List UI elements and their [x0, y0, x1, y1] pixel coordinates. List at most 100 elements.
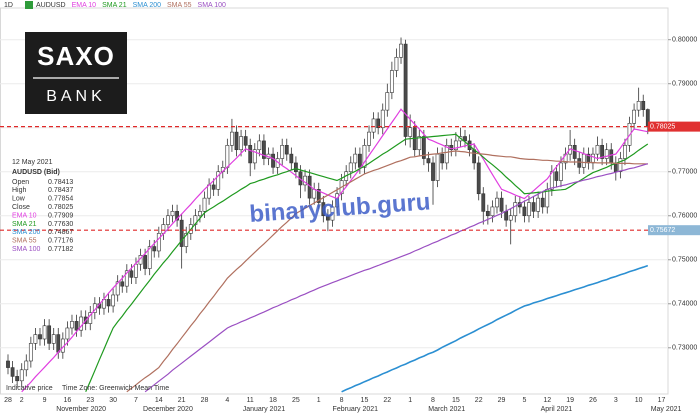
- indicator-name[interactable]: SMA 100: [198, 2, 227, 9]
- panel-indicator-value: 0.77630: [48, 221, 73, 228]
- logo: SAXO BANK: [25, 32, 127, 114]
- candle-body: [417, 136, 422, 151]
- indicator-name[interactable]: EMA 10: [72, 2, 97, 9]
- candle-body: [134, 263, 138, 278]
- candle-body: [367, 131, 371, 146]
- candle-body: [321, 202, 326, 217]
- candle-body: [257, 140, 262, 151]
- x-tick-label: 28: [4, 397, 12, 404]
- x-tick-label: 11: [247, 397, 254, 404]
- plot-area: [0, 37, 668, 393]
- symbol[interactable]: AUDUSD: [36, 2, 66, 9]
- candle-body: [389, 70, 394, 93]
- candle-body: [216, 171, 221, 190]
- candle-body: [70, 321, 74, 329]
- candle-body: [184, 233, 189, 247]
- candle-body: [280, 145, 285, 159]
- x-tick-label: 15: [361, 397, 369, 404]
- ma-line: [341, 264, 649, 393]
- panel-value: 0.77854: [48, 196, 73, 203]
- candle-body: [284, 145, 289, 155]
- candle-body: [234, 131, 239, 151]
- panel-indicator: SMA 200: [12, 229, 41, 236]
- candle-body: [581, 153, 586, 168]
- x-tick-label: 26: [589, 397, 597, 404]
- candle-body: [376, 118, 381, 129]
- candle-body: [65, 327, 70, 340]
- candle-body: [403, 43, 408, 137]
- x-tick-label: 21: [178, 397, 186, 404]
- indicator-name[interactable]: SMA 21: [102, 2, 127, 9]
- candle-body: [166, 215, 170, 225]
- candle-body: [394, 56, 399, 71]
- candle-body: [111, 294, 116, 307]
- x-tick-label: 22: [383, 397, 391, 404]
- level-badge: [648, 225, 700, 236]
- indicator-name[interactable]: SMA 55: [167, 2, 192, 9]
- panel-indicator: SMA 100: [12, 246, 41, 253]
- candle-body: [632, 109, 636, 124]
- candle-body: [33, 334, 38, 344]
- x-tick-label: 12: [543, 397, 551, 404]
- candle-body: [481, 193, 486, 212]
- x-tick-label: 16: [64, 397, 72, 404]
- x-tick-label: 28: [201, 397, 209, 404]
- candle-body: [335, 193, 339, 208]
- indicator-name[interactable]: SMA 200: [133, 2, 162, 9]
- x-tick-label: 5: [522, 397, 526, 404]
- info-panel: 12 May 2021 AUDUSD (Bid) Open 0.78413 High…: [12, 159, 73, 253]
- plot-frame: [0, 7, 669, 395]
- x-tick-label: 25: [292, 397, 300, 404]
- candle-body: [600, 145, 605, 159]
- candle-body: [143, 255, 148, 269]
- y-tick-label: 0.73000: [672, 345, 697, 352]
- candle-body: [641, 101, 646, 110]
- candle-body: [24, 360, 29, 371]
- candle-body: [248, 145, 253, 164]
- logo-box: [25, 32, 127, 114]
- candle-body: [225, 145, 230, 168]
- candle-body: [408, 127, 413, 137]
- candle-body: [211, 184, 216, 190]
- x-tick-label: 2: [20, 397, 24, 404]
- x-tick-label: 15: [452, 397, 460, 404]
- x-tick-label: 1: [317, 397, 321, 404]
- candle-body: [449, 145, 454, 151]
- ma-line: [126, 150, 648, 393]
- candle-body: [604, 149, 609, 159]
- candle-body: [239, 136, 243, 151]
- candle-body: [440, 153, 445, 164]
- candle-body: [47, 325, 52, 344]
- candle-body: [431, 162, 435, 181]
- candle-body: [508, 215, 513, 221]
- panel-date: 12 May 2021: [12, 159, 53, 166]
- x-tick-label: 7: [134, 397, 138, 404]
- candle-body: [522, 206, 527, 217]
- candle-body: [147, 246, 152, 269]
- candle-body: [485, 211, 490, 217]
- candle-body: [262, 140, 266, 159]
- candle-body: [330, 206, 335, 221]
- candle-body: [577, 158, 582, 168]
- x-tick-label: 19: [566, 397, 574, 404]
- candle-body: [42, 325, 47, 340]
- candle-body: [399, 43, 403, 58]
- interval[interactable]: 1D: [4, 2, 13, 9]
- candle-body: [362, 145, 367, 168]
- candle-body: [38, 334, 42, 340]
- candle-body: [294, 162, 298, 173]
- candle-body: [426, 158, 431, 164]
- panel-indicator-value: 0.77182: [48, 246, 73, 253]
- candle-body: [371, 118, 376, 133]
- candle-body: [74, 321, 79, 331]
- candle-body: [554, 171, 559, 181]
- candle-body: [243, 136, 248, 146]
- level-label: 0.75672: [650, 227, 675, 234]
- candle-body: [207, 184, 211, 199]
- y-tick-label: 0.79000: [672, 81, 697, 88]
- candle-body: [453, 140, 458, 151]
- x-tick-label: 22: [475, 397, 483, 404]
- candle-body: [540, 197, 545, 208]
- candle-body: [271, 153, 275, 168]
- panel-label: Open: [12, 179, 29, 186]
